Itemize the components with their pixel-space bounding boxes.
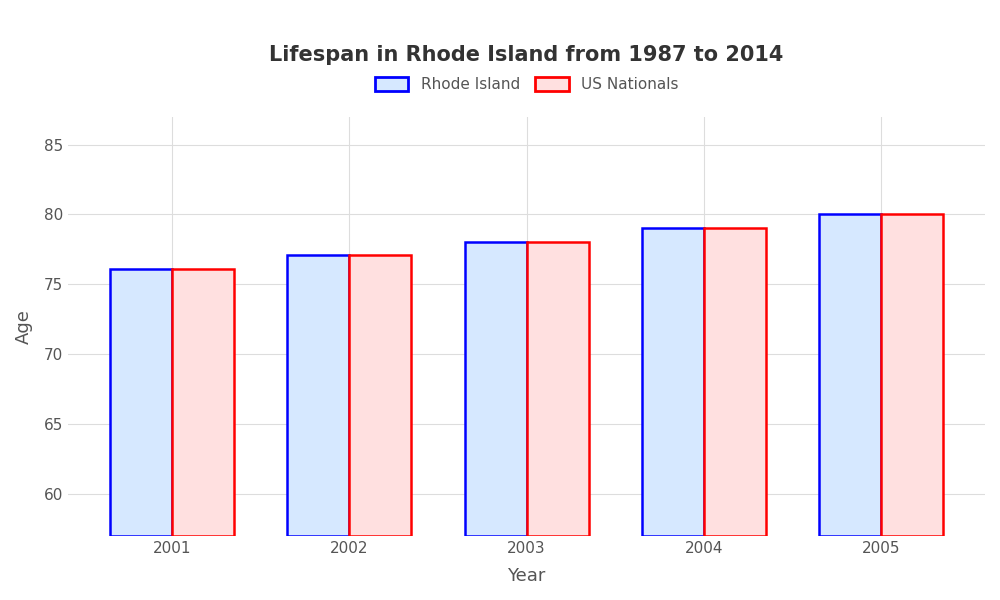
Bar [881, 214, 943, 536]
Bar [642, 229, 704, 536]
Bar [819, 214, 881, 536]
Bar [172, 269, 234, 536]
Title: Lifespan in Rhode Island from 1987 to 2014: Lifespan in Rhode Island from 1987 to 20… [269, 45, 784, 65]
Legend: Rhode Island, US Nationals: Rhode Island, US Nationals [367, 70, 686, 100]
Bar [287, 255, 349, 536]
Bar [349, 255, 411, 536]
Bar [704, 229, 766, 536]
X-axis label: Year: Year [507, 567, 546, 585]
Bar [110, 269, 172, 536]
Bar [465, 242, 527, 536]
Y-axis label: Age: Age [15, 309, 33, 344]
Bar [527, 242, 589, 536]
